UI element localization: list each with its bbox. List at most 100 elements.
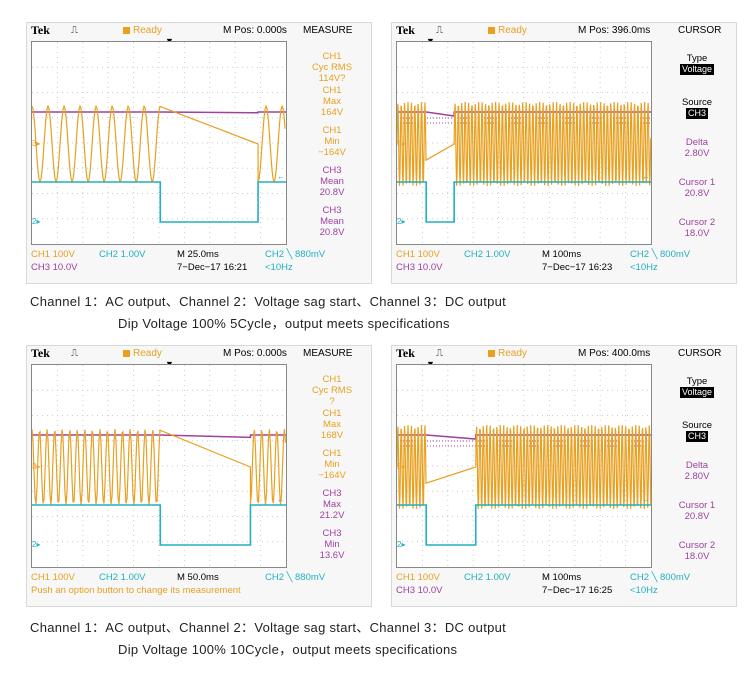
ch3-scale: CH3 10.0V: [396, 262, 443, 273]
measurement-label: Min: [324, 459, 340, 470]
trigger-pulse-icon: ⎍: [71, 348, 78, 359]
measurement-value: 21.2V: [319, 510, 345, 521]
measure-panel: CH1 Cyc RMS? CH1 Max 168V CH1 Min −164V CH3 Max 21…: [293, 362, 371, 572]
measurement-ch: CH1: [322, 51, 342, 62]
ch2-marker: 2▸: [32, 217, 40, 226]
measure-panel: CH1 Cyc RMS 114V? CH1 Max 164V CH1 Min −164V CH3 M…: [293, 39, 371, 249]
measurement-ch: CH3: [322, 165, 342, 176]
trigger-level: CH2 ╲ 800mV: [630, 572, 691, 583]
ch1-ac-trace: [32, 429, 287, 505]
ch2-sag-trace: [397, 504, 651, 546]
measurement-ch: CH1: [322, 448, 342, 459]
ch2-sag-trace: [32, 504, 286, 546]
ch1-scale: CH1 100V: [31, 249, 75, 260]
status-label: Ready: [123, 348, 162, 359]
hint-message: Push an option button to change its meas…: [31, 585, 241, 596]
caption-line-1a: Channel 1：AC output、Channel 2：Voltage sa…: [30, 294, 507, 309]
measurement-1[interactable]: CH1 Cyc RMS?: [293, 374, 371, 407]
ch2-scale: CH2 1.00V: [464, 249, 511, 260]
ch3-marker: 3▸: [397, 462, 405, 471]
cursor-cursor1-item[interactable]: Cursor 1 20.8V: [658, 177, 736, 199]
ch1-scale: CH1 100V: [396, 572, 440, 583]
cursor-source-item[interactable]: Source CH3: [658, 97, 736, 119]
measurement-label: Cyc RMS: [311, 385, 353, 396]
measurement-2[interactable]: CH1 Max 164V: [293, 85, 371, 118]
cursor-cursor1-item[interactable]: Cursor 1 20.8V: [658, 500, 736, 522]
ch2-scale: CH2 1.00V: [99, 249, 146, 260]
measurement-ch: CH1: [322, 85, 342, 96]
measurement-ch: CH3: [322, 488, 342, 499]
measurement-ch: CH1: [322, 125, 342, 136]
trigger-frequency: <10Hz: [265, 262, 293, 273]
measurement-5[interactable]: CH3 Mean 20.8V: [293, 205, 371, 238]
timebase: M 50.0ms: [177, 572, 219, 583]
trigger-level-arrow: ←: [277, 495, 285, 504]
measurement-label: Max: [323, 499, 341, 510]
caption-line-2a: Dip Voltage 100% 5Cycle，output meets spe…: [118, 316, 450, 331]
measurement-label: Max: [323, 419, 341, 430]
cursor-delta-label: Delta: [685, 460, 709, 471]
cursor-delta-label: Delta: [685, 137, 709, 148]
m-position: M Pos: 400.0ms: [578, 348, 651, 359]
waveform-plot: 3▸ 2▸ ←: [32, 42, 286, 244]
measurement-1[interactable]: CH1 Cyc RMS 114V?: [293, 51, 371, 84]
ch2-scale: CH2 1.00V: [464, 572, 511, 583]
scope-screen-3: Tek ⎍ Ready M Pos: 0.000s MEASURE ▼ 3▸2▸…: [26, 345, 372, 607]
cursor-source-value: CH3: [685, 431, 708, 442]
brand-logo: Tek: [31, 23, 50, 37]
scope-header: Tek ⎍ Ready M Pos: 396.0ms CURSOR: [392, 23, 736, 39]
cursor-cursor1-value: 20.8V: [684, 188, 710, 199]
cursor-cursor2-item[interactable]: Cursor 2 18.0V: [658, 540, 736, 562]
scope-footer: CH1 100V CH2 1.00V M 50.0ms CH2 ╲ 880mV …: [27, 572, 371, 608]
brand-logo: Tek: [31, 346, 50, 360]
menu-title: MEASURE: [303, 25, 353, 36]
measurement-5[interactable]: CH3 Min 13.6V: [293, 528, 371, 561]
measurement-label: Min: [324, 136, 340, 147]
timestamp: 7−Dec−17 16:23: [542, 262, 613, 273]
scope-header: Tek ⎍ Ready M Pos: 400.0ms CURSOR: [392, 346, 736, 362]
trigger-frequency: <10Hz: [630, 262, 658, 273]
cursor-cursor2-value: 18.0V: [684, 228, 710, 239]
measurement-3[interactable]: CH1 Min −164V: [293, 125, 371, 158]
cursor-cursor2-item[interactable]: Cursor 2 18.0V: [658, 217, 736, 239]
scope-screen-4: Tek ⎍ Ready M Pos: 400.0ms CURSOR ▼ 3▸2▸…: [391, 345, 737, 607]
trigger-level: CH2 ╲ 800mV: [630, 249, 691, 260]
cursor-type-label: Type: [686, 376, 708, 387]
cursor-delta-item[interactable]: Delta 2.80V: [658, 137, 736, 159]
waveform-plot: 3▸ 2▸ ←: [397, 365, 652, 567]
ch1-ac-trace: [397, 424, 652, 510]
menu-title: CURSOR: [678, 348, 722, 359]
cursor-type-item[interactable]: Type Voltage: [658, 376, 736, 398]
cursor-type-label: Type: [686, 53, 708, 64]
ch3-scale: CH3 10.0V: [396, 585, 443, 596]
ch2-marker: 2▸: [397, 217, 405, 226]
measurement-value: −164V: [318, 147, 346, 158]
scope-footer: CH1 100V CH2 1.00V M 100ms CH2 ╲ 800mV C…: [392, 249, 736, 285]
timebase: M 100ms: [542, 572, 582, 583]
menu-title: CURSOR: [678, 25, 722, 36]
measurement-3[interactable]: CH1 Min −164V: [293, 448, 371, 481]
status-label: Ready: [488, 25, 527, 36]
cursor-source-label: Source: [681, 97, 713, 108]
ch3-marker: 3▸: [32, 462, 40, 471]
cursor-type-value: Voltage: [679, 64, 715, 75]
cursor-cursor2-label: Cursor 2: [678, 217, 716, 228]
measurement-2[interactable]: CH1 Max 168V: [293, 408, 371, 441]
ch3-scale: CH3 10.0V: [31, 262, 78, 273]
cursor-source-item[interactable]: Source CH3: [658, 420, 736, 442]
timebase: M 25.0ms: [177, 249, 219, 260]
cursor-cursor1-label: Cursor 1: [678, 177, 716, 188]
cursor-delta-value: 2.80V: [684, 471, 710, 482]
cursor-cursor2-value: 18.0V: [684, 551, 710, 562]
cursor-type-item[interactable]: Type Voltage: [658, 53, 736, 75]
cursor-type-value: Voltage: [679, 387, 715, 398]
measurement-4[interactable]: CH3 Max 21.2V: [293, 488, 371, 521]
trigger-level: CH2 ╲ 880mV: [265, 572, 326, 583]
ch3-marker: 3▸: [397, 139, 405, 148]
scope-header: Tek ⎍ Ready M Pos: 0.000s MEASURE: [27, 346, 371, 362]
cursor-cursor1-value: 20.8V: [684, 511, 710, 522]
cursor-delta-item[interactable]: Delta 2.80V: [658, 460, 736, 482]
measurement-4[interactable]: CH3 Mean 20.8V: [293, 165, 371, 198]
ch3-dc-trace: [397, 111, 651, 117]
timestamp: 7−Dec−17 16:21: [177, 262, 248, 273]
